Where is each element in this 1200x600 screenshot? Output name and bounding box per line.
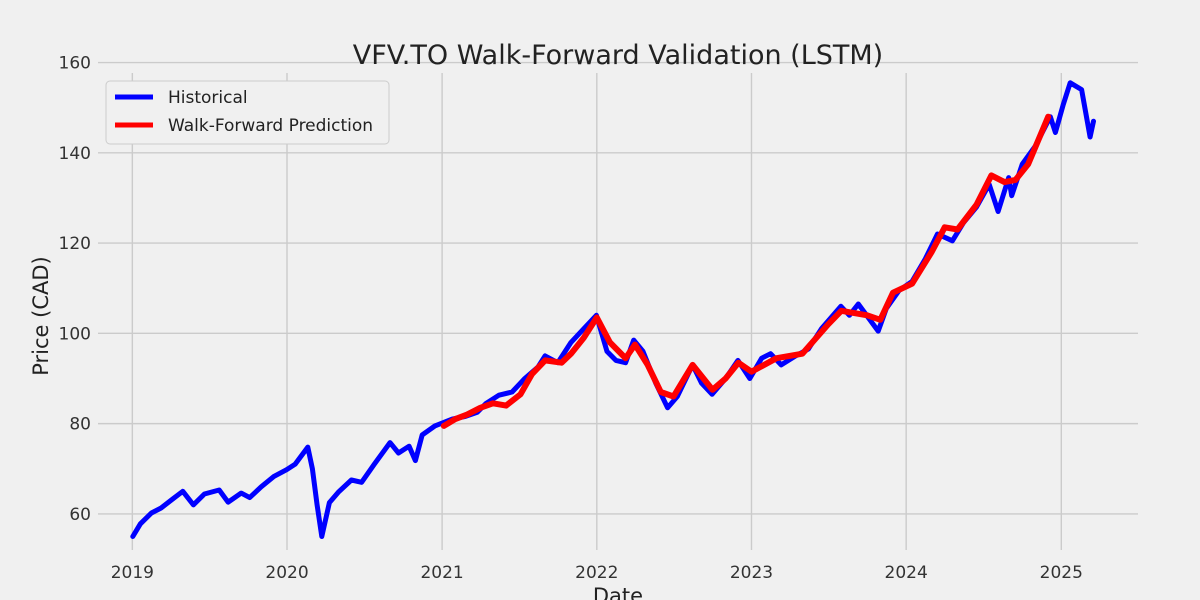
x-tick-label: 2025 <box>1040 563 1083 583</box>
y-tick-label: 100 <box>59 324 91 344</box>
x-tick-label: 2019 <box>111 563 154 583</box>
series-layer <box>130 80 1096 539</box>
chart-title: VFV.TO Walk-Forward Validation (LSTM) <box>353 40 883 71</box>
y-tick-label: 160 <box>59 54 91 74</box>
series-line-walk-forward-prediction <box>440 113 1052 429</box>
x-tick-labels: 2019 2020 2021 2022 2023 2024 2025 <box>111 563 1083 583</box>
y-axis-title: Price (CAD) <box>29 256 53 376</box>
grid-lines <box>98 61 1138 550</box>
series-line-historical <box>130 80 1096 539</box>
x-tick-label: 2024 <box>885 563 928 583</box>
legend-label-prediction: Walk-Forward Prediction <box>168 116 373 136</box>
y-tick-label: 140 <box>59 144 91 164</box>
y-tick-label: 80 <box>69 415 91 435</box>
y-tick-label: 120 <box>59 234 91 254</box>
x-tick-label: 2023 <box>730 563 773 583</box>
x-tick-label: 2020 <box>265 563 308 583</box>
legend-box <box>105 80 390 145</box>
legend: Historical Walk-Forward Prediction <box>105 80 390 145</box>
x-tick-label: 2022 <box>575 563 618 583</box>
x-tick-label: 2021 <box>420 563 463 583</box>
x-axis-title: Date <box>593 584 643 600</box>
y-tick-label: 60 <box>69 505 91 525</box>
y-tick-labels: 60 80 100 120 140 160 <box>59 54 91 525</box>
legend-label-historical: Historical <box>168 88 248 108</box>
